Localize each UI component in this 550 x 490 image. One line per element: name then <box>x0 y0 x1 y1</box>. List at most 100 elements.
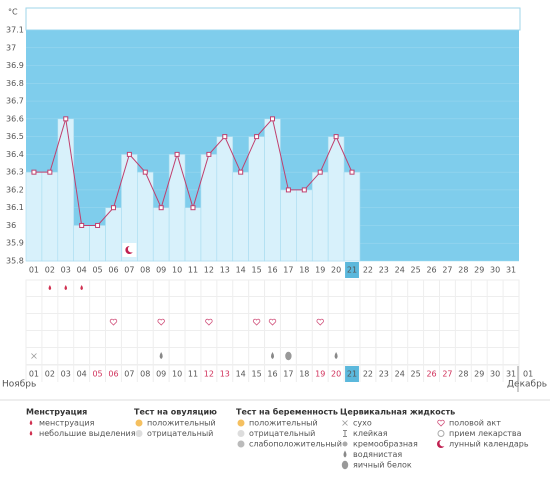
bar <box>152 207 170 262</box>
bar <box>57 118 75 262</box>
x-tick-label-bottom: 22 <box>363 370 373 379</box>
x-tick-label-bottom: 04 <box>77 370 87 379</box>
legend-icon <box>342 441 348 447</box>
egg-white-marker <box>285 351 292 361</box>
point <box>79 222 85 228</box>
legend-icon <box>29 430 33 436</box>
x-tick-label-bottom: 25 <box>411 370 421 379</box>
x-tick-label: 03 <box>61 266 71 275</box>
x-tick-label-bottom: 05 <box>92 370 102 379</box>
legend-item: прием лекарства <box>449 429 522 438</box>
x-tick-label-bottom: 27 <box>442 370 452 379</box>
y-tick-label: 35.9 <box>6 239 24 248</box>
watery-marker <box>159 352 163 359</box>
point <box>349 169 355 175</box>
legend-icon <box>29 420 33 425</box>
bar <box>296 189 313 262</box>
x-tick-label-bottom: 19 <box>315 370 325 379</box>
x-tick-label-bottom: 12 <box>204 370 214 379</box>
x-tick-label-bottom: 23 <box>379 370 389 379</box>
y-tick-label: 36.5 <box>6 132 24 141</box>
bar <box>25 171 43 262</box>
point <box>270 116 275 122</box>
x-tick-label: 21 <box>347 266 357 275</box>
bar <box>232 171 249 262</box>
y-tick-label: 36 <box>6 221 16 230</box>
bar <box>280 189 297 262</box>
legend-item: кремообразная <box>353 440 418 449</box>
legend-icon <box>237 440 245 448</box>
x-tick-label: 24 <box>395 266 405 275</box>
point <box>95 222 101 228</box>
intercourse-marker <box>252 318 261 326</box>
x-tick-label: 29 <box>474 266 484 275</box>
legend-icon <box>135 419 143 427</box>
x-tick-label: 09 <box>156 266 166 275</box>
x-tick-label-bottom: 21 <box>347 370 357 379</box>
point <box>317 169 323 175</box>
legend-item: клейкая <box>353 429 388 438</box>
intercourse-marker <box>109 318 118 326</box>
x-tick-label: 02 <box>45 266 55 275</box>
x-tick-label: 23 <box>379 266 389 275</box>
legend-item: слабоположительный <box>249 440 342 449</box>
legend-item: отрицательный <box>147 429 213 438</box>
x-tick-label: 26 <box>426 266 436 275</box>
x-tick-label-bottom: 07 <box>124 370 134 379</box>
legend-item: небольшие выделения <box>39 429 136 438</box>
x-tick-label: 30 <box>490 266 500 275</box>
legend-item: яичный белок <box>353 461 412 470</box>
x-tick-label-bottom: 29 <box>474 370 484 379</box>
bar <box>168 154 186 262</box>
point <box>238 169 244 175</box>
x-tick-label: 17 <box>283 266 293 275</box>
point <box>31 169 37 175</box>
point <box>190 205 196 211</box>
x-tick-label: 14 <box>236 266 246 275</box>
month-left: Ноябрь <box>2 380 36 390</box>
legend-icon <box>341 460 349 470</box>
x-tick-label-bottom: 17 <box>283 370 293 379</box>
legend-item: положительный <box>249 419 318 428</box>
y-tick-label: 36.9 <box>6 61 24 70</box>
x-tick-label: 05 <box>92 266 102 275</box>
bar <box>200 154 218 262</box>
point <box>63 116 69 122</box>
top-band <box>25 7 521 31</box>
x-tick-label: 10 <box>172 266 182 275</box>
legend-item: сухо <box>353 419 372 428</box>
point <box>285 187 291 193</box>
x-tick-label: 20 <box>331 266 341 275</box>
y-tick-label: 36.2 <box>6 185 24 194</box>
x-tick-label-bottom: 16 <box>267 370 277 379</box>
point <box>174 151 180 157</box>
bar <box>216 136 234 262</box>
x-tick-label-bottom: 03 <box>61 370 71 379</box>
point <box>47 169 53 175</box>
legend-icon <box>135 430 143 437</box>
x-tick-label-bottom: 08 <box>140 370 150 379</box>
x-tick-label: 13 <box>220 266 230 275</box>
bar <box>311 171 329 262</box>
legend-icon <box>342 420 348 426</box>
watery-marker <box>334 352 338 359</box>
point <box>158 205 164 211</box>
y-tick-label: 36.1 <box>6 203 24 212</box>
watery-marker <box>271 352 274 359</box>
legend-icon <box>437 430 445 437</box>
menstruation-marker <box>80 285 83 290</box>
legend-icon <box>343 430 347 437</box>
x-tick-label: 22 <box>363 266 373 275</box>
legend-item: отрицательный <box>249 429 315 438</box>
x-tick-label-bottom: 06 <box>108 370 118 379</box>
x-tick-label-bottom: 10 <box>172 370 182 379</box>
x-tick-label-bottom: 13 <box>220 370 230 379</box>
y-tick-label: 36.3 <box>6 168 24 177</box>
point <box>254 134 260 140</box>
moon-marker <box>122 243 137 257</box>
x-tick-label-bottom: 26 <box>426 370 436 379</box>
legend-icon <box>343 450 347 458</box>
x-tick-label-bottom: 30 <box>490 370 500 379</box>
point <box>110 205 116 211</box>
